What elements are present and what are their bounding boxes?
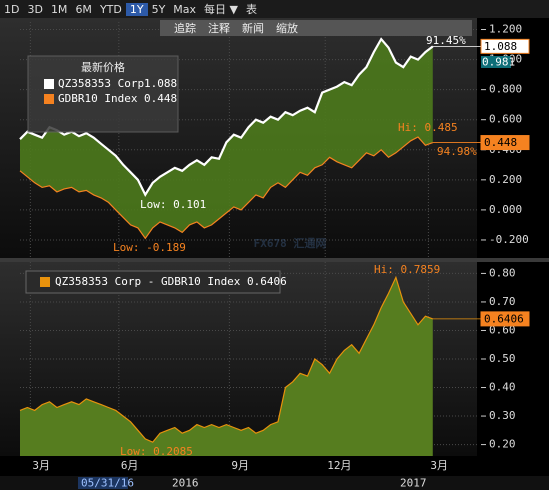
separator [0,258,549,262]
footer-year: 2016 [172,477,199,490]
last-value-label: 0.448 [484,136,517,149]
action-bar: 追踪 注释 新闻 缩放 [160,20,472,36]
legend-label: GDBR10 Index [58,92,138,105]
annotation: Hi: 0.485 [398,121,458,134]
area-fill [20,277,433,456]
x-tick-label: 9月 [231,459,249,472]
footer-year: 2017 [400,477,427,490]
annotation: 94.98% [437,145,477,158]
y-tick-label: 0.70 [489,295,516,308]
y-tick-label: 0.800 [489,83,522,96]
last-value-label: 0.6406 [484,312,524,325]
last-value-label: 1.088 [484,40,517,53]
legend-value: 1.088 [144,77,177,90]
series-line [19,37,434,197]
range-button[interactable]: 5Y [151,2,166,16]
y-tick-label: -0.200 [489,233,529,246]
watermark: FX678 汇通网 [254,237,327,250]
annotation: Low: -0.189 [113,241,186,254]
y-tick-label: 0.60 [489,323,516,336]
y-tick-label: 0.50 [489,352,516,365]
x-tick-label: 3月 [430,459,448,472]
footer [0,476,549,490]
toolbar: 1D 3D 1M 6M YTD 1Y 5Y Max 每日 ▼ 表 [0,0,549,18]
y-tick-label: 0.600 [489,113,522,126]
series-line [19,275,434,443]
last-value-box [480,38,530,54]
legend-value: 0.448 [144,92,177,105]
annotation: Low: 0.101 [140,198,206,211]
legend-swatch [44,94,54,104]
y-tick-label: 0.40 [489,381,516,394]
action-button[interactable]: 缩放 [276,22,298,35]
action-button[interactable]: 新闻 [242,22,264,35]
y-tick-label: 1.200 [489,23,522,36]
y-tick-label: 0.200 [489,173,522,186]
legend-swatch [44,79,54,89]
range-button[interactable]: 6M [75,2,92,16]
chart-title: QZ358353 Corp - GDBR10 Index 0.6406 [55,275,287,288]
y-tick-label: 0.20 [489,438,516,451]
date-box [78,477,128,489]
x-tick-label: 12月 [327,459,351,472]
annotation: Hi: 0.7859 [374,263,440,276]
action-button[interactable]: 注释 [208,22,230,35]
series-line [19,136,434,240]
annotation: 91.45% [426,34,466,47]
action-button[interactable]: 追踪 [174,22,196,35]
legend-title: 最新价格 [81,60,125,74]
table-button[interactable]: 表 [246,3,258,16]
range-button[interactable]: 1M [50,2,68,16]
annotation: 0.981 [482,56,515,69]
range-buttons: 1D 3D 1M 6M YTD 1Y 5Y Max [0,2,200,16]
legend-label: QZ358353 Corp [58,77,144,90]
last-value-box [480,135,530,151]
value-box [481,56,511,68]
x-tick-label: 6月 [121,459,139,472]
footer-date: 05/31/16 [81,477,134,490]
range-button[interactable]: Max [173,2,197,16]
range-button[interactable]: 1D [4,2,20,16]
x-tick-label: 3月 [32,459,50,472]
band-fill [20,39,433,239]
annotation: Low: 0.2085 [120,445,193,458]
last-value-box [480,311,530,327]
y-tick-label: 0.000 [489,203,522,216]
range-button[interactable]: 3D [27,2,43,16]
range-button[interactable]: 1Y [125,2,148,16]
y-tick-label: 0.80 [489,266,516,279]
freq-button[interactable]: 每日 ▼ [204,3,239,16]
legend-swatch [40,277,50,287]
y-tick-label: 0.30 [489,409,516,422]
range-button[interactable]: YTD [99,2,122,16]
legend-box [25,270,281,294]
